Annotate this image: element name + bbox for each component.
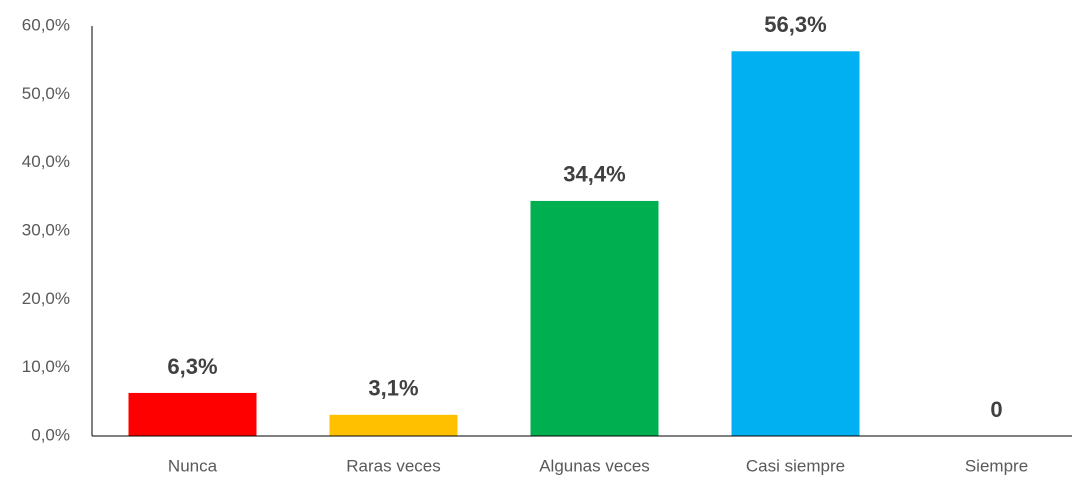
value-label: 6,3% (167, 354, 217, 379)
y-tick-label: 50,0% (22, 84, 70, 103)
y-tick-label: 0,0% (31, 425, 70, 444)
value-label: 0 (990, 397, 1002, 422)
y-tick-label: 10,0% (22, 357, 70, 376)
x-tick-label: Raras veces (346, 456, 440, 475)
x-tick-label: Algunas veces (539, 456, 650, 475)
value-label: 56,3% (764, 12, 826, 37)
y-tick-label: 40,0% (22, 152, 70, 171)
y-tick-label: 20,0% (22, 289, 70, 308)
bar (731, 51, 860, 437)
y-tick-label: 60,0% (22, 15, 70, 34)
x-tick-label: Siempre (965, 456, 1028, 475)
bar (329, 414, 458, 436)
value-label: 34,4% (563, 162, 625, 187)
value-label: 3,1% (368, 376, 418, 401)
bar (530, 200, 659, 436)
bar (128, 392, 257, 436)
y-tick-label: 30,0% (22, 220, 70, 239)
x-tick-label: Casi siempre (746, 456, 845, 475)
x-tick-label: Nunca (168, 456, 218, 475)
